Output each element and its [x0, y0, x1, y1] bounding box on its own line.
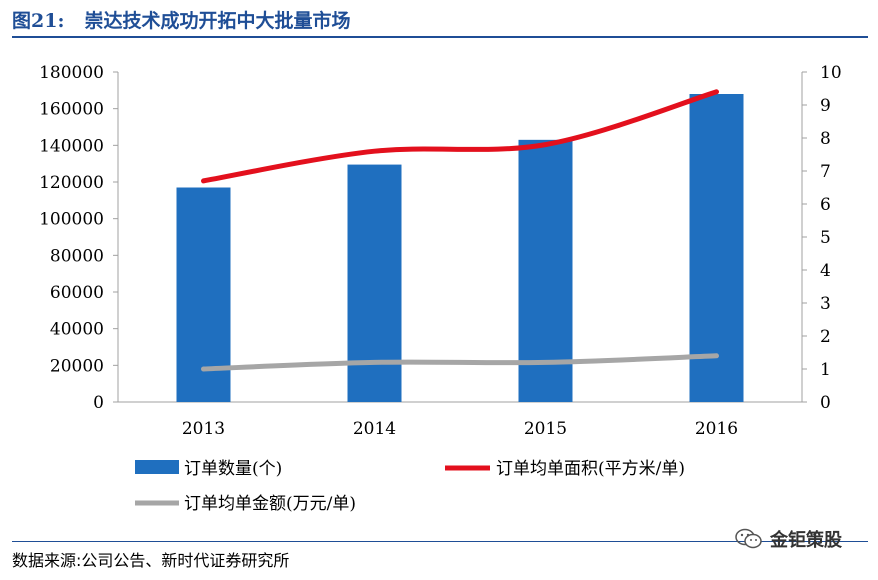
- right-tick-label: 0: [820, 393, 831, 413]
- left-tick-label: 180000: [39, 63, 104, 83]
- watermark: 金钜策股: [734, 526, 842, 552]
- legend-swatch-bars: [135, 460, 179, 474]
- x-tick-label: 2016: [695, 419, 738, 439]
- figure-number: 图21:: [12, 9, 65, 32]
- bar: [518, 139, 573, 402]
- x-tick-label: 2015: [524, 419, 567, 439]
- right-tick-label: 7: [820, 162, 831, 182]
- area-line: [201, 89, 719, 184]
- footer-divider: [12, 541, 868, 542]
- figure-title: 崇达技术成功开拓中大批量市场: [84, 9, 351, 32]
- right-tick-label: 5: [820, 228, 831, 248]
- right-tick-label: 2: [820, 327, 831, 347]
- right-tick-label: 6: [820, 195, 831, 215]
- legend-label-amount: 订单均单金额(万元/单): [184, 494, 356, 514]
- left-tick-label: 20000: [50, 356, 104, 376]
- left-tick-label: 160000: [39, 100, 104, 120]
- wechat-icon: [735, 528, 762, 549]
- x-tick-label: 2014: [353, 419, 396, 439]
- combo-chart: 0 20000 40000 60000 80000 100000 120000 140000 1…: [39, 63, 842, 514]
- right-tick-label: 3: [820, 294, 831, 314]
- left-tick-label: 120000: [39, 173, 104, 193]
- watermark-text: 金钜策股: [770, 530, 842, 551]
- left-tick-label: 140000: [39, 136, 104, 156]
- legend-label-bars: 订单数量(个): [184, 459, 282, 479]
- x-tick-label: 2013: [182, 419, 225, 439]
- left-tick-label: 60000: [50, 283, 104, 303]
- left-tick-label: 80000: [50, 246, 104, 266]
- right-tick-label: 8: [820, 129, 831, 149]
- left-tick-label: 40000: [50, 320, 104, 340]
- left-tick-label: 100000: [39, 210, 104, 230]
- right-tick-label: 1: [820, 360, 831, 380]
- right-tick-label: 10: [820, 63, 842, 83]
- bar: [347, 164, 402, 402]
- bar: [689, 94, 744, 402]
- right-tick-label: 9: [820, 96, 831, 116]
- right-tick-label: 4: [820, 261, 831, 281]
- left-tick-label: 0: [93, 393, 104, 413]
- source-note: 数据来源:公司公告、新时代证券研究所: [12, 551, 290, 570]
- title-divider: [12, 36, 868, 38]
- amount-line: [201, 353, 719, 372]
- legend-label-area: 订单均单面积(平方米/单): [496, 459, 685, 479]
- figure-header: 图21: 崇达技术成功开拓中大批量市场: [12, 4, 350, 34]
